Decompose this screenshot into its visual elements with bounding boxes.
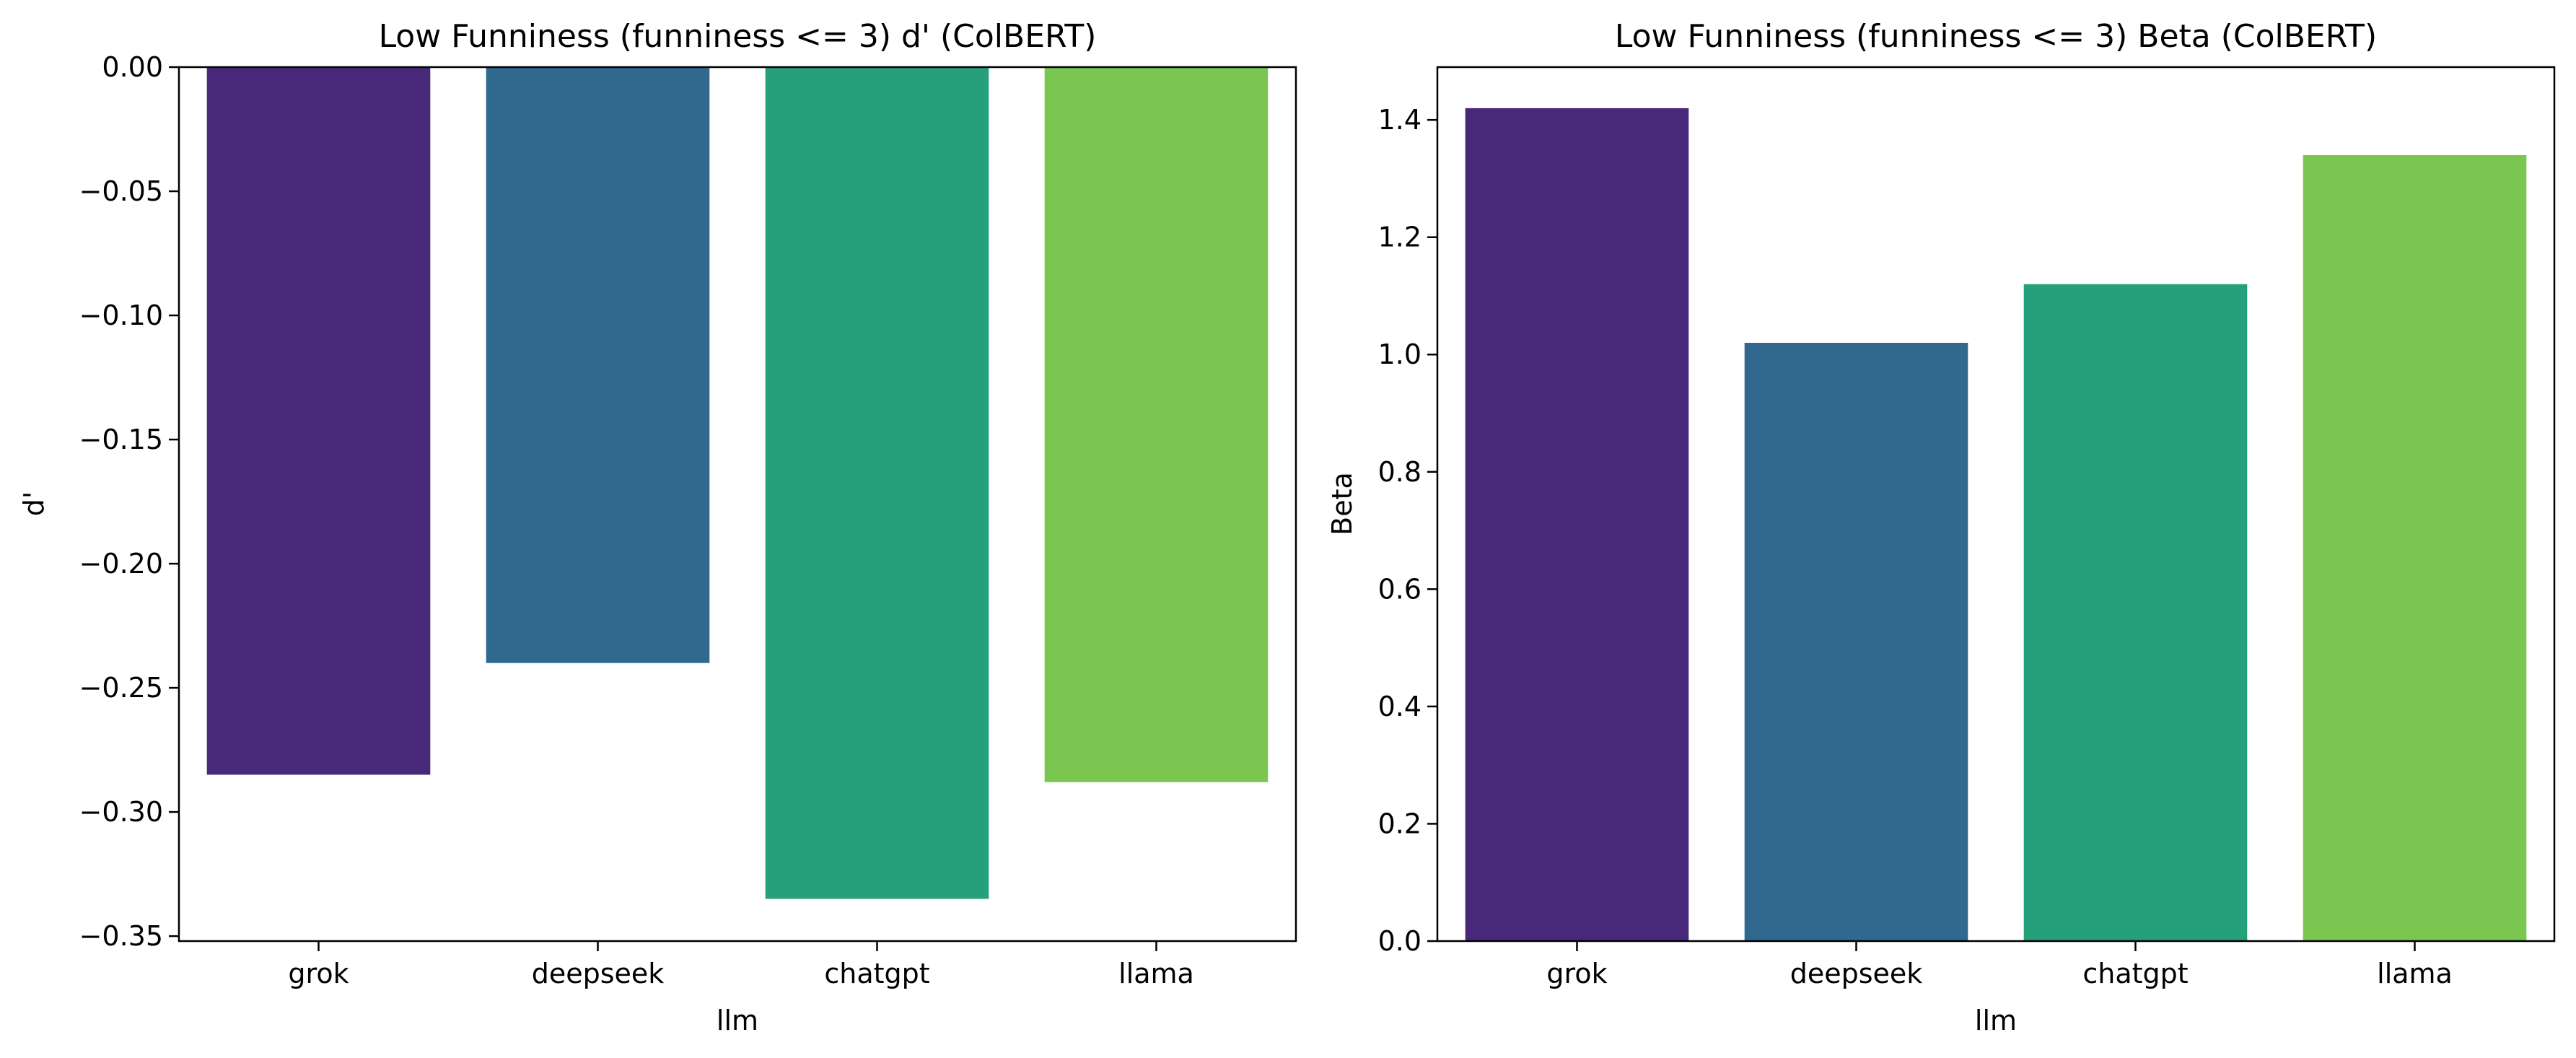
x-tick-label: chatgpt <box>2082 958 2188 989</box>
x-ticks: grok deepseek chatgpt llama <box>1546 941 2453 989</box>
bar-group <box>206 67 1269 899</box>
y-tick-label: −0.15 <box>79 424 163 455</box>
bar-group <box>1465 108 2527 942</box>
bar-chatgpt <box>765 67 989 899</box>
y-tick-label: −0.05 <box>79 175 163 207</box>
y-tick-label: 0.2 <box>1378 808 1421 839</box>
x-tick-label: llama <box>1118 958 1194 989</box>
x-tick-label: grok <box>288 958 349 989</box>
y-tick-label: −0.30 <box>79 796 163 828</box>
y-tick-label: −0.20 <box>79 548 163 580</box>
x-ticks: grok deepseek chatgpt llama <box>288 941 1194 989</box>
chart-d-prime: Low Funniness (funniness <= 3) d' (ColBE… <box>18 18 1297 1036</box>
bar-deepseek <box>486 67 710 663</box>
plot-frame <box>178 66 1297 943</box>
y-tick-label: −0.35 <box>79 920 163 952</box>
bar-chatgpt <box>2023 284 2248 941</box>
y-tick-label: −0.10 <box>79 300 163 331</box>
chart-title: Low Funniness (funniness <= 3) d' (ColBE… <box>379 18 1097 55</box>
x-tick-label: llama <box>2377 958 2453 989</box>
plot-frame <box>1436 66 2556 943</box>
y-axis-label: Beta <box>1326 472 1358 535</box>
x-axis-label: llm <box>717 1005 758 1036</box>
y-tick-label: −0.25 <box>79 672 163 704</box>
bar-grok <box>206 67 431 775</box>
y-tick-label: 0.8 <box>1378 456 1421 488</box>
y-tick-label: 0.4 <box>1378 691 1421 722</box>
y-tick-label: 1.0 <box>1378 338 1421 370</box>
y-tick-label: 1.4 <box>1378 104 1421 136</box>
x-tick-label: deepseek <box>532 958 665 989</box>
bar-deepseek <box>1744 342 1968 941</box>
chart-beta: Low Funniness (funniness <= 3) Beta (Col… <box>1326 18 2556 1036</box>
y-tick-label: 0.0 <box>1378 925 1421 957</box>
y-tick-label: 0.6 <box>1378 573 1421 605</box>
bar-llama <box>1044 67 1269 782</box>
chart-title: Low Funniness (funniness <= 3) Beta (Col… <box>1615 18 2377 55</box>
y-tick-label: 1.2 <box>1378 222 1421 253</box>
y-tick-label: 0.00 <box>102 51 163 83</box>
x-tick-label: deepseek <box>1790 958 1923 989</box>
x-tick-label: grok <box>1546 958 1607 989</box>
bar-grok <box>1465 108 1689 942</box>
x-tick-label: chatgpt <box>824 958 929 989</box>
y-axis-label: d' <box>18 491 50 517</box>
bar-llama <box>2303 154 2527 942</box>
x-axis-label: llm <box>1975 1005 2017 1036</box>
y-ticks: 0.00 −0.05 −0.10 −0.15 −0.20 −0.25 −0.30 −0.35 <box>79 51 179 952</box>
y-ticks: 0.0 0.2 0.4 0.6 0.8 1.0 1.2 1.4 <box>1378 104 1437 957</box>
